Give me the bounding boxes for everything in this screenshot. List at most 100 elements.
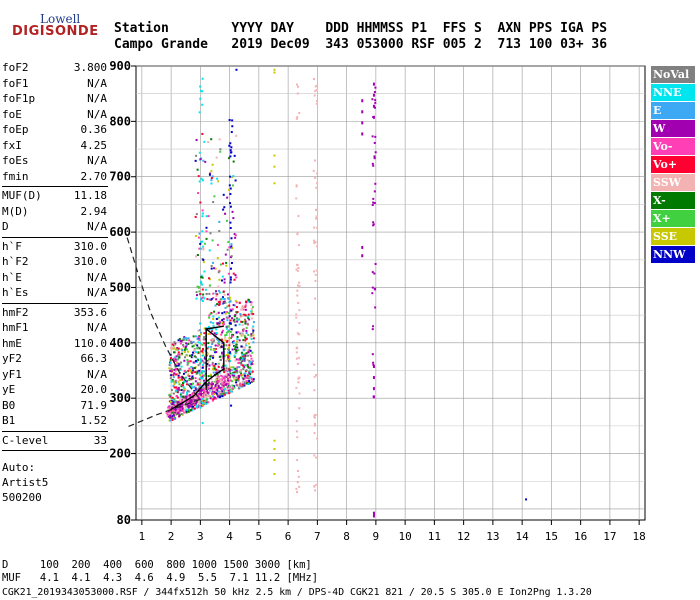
echo-point <box>189 405 192 408</box>
track-point <box>373 141 376 144</box>
echo-point <box>240 308 243 311</box>
echo-point <box>214 351 217 354</box>
track-point <box>313 363 316 366</box>
echo-point <box>231 210 234 213</box>
echo-point <box>222 362 225 365</box>
echo-point <box>191 375 194 378</box>
echo-point <box>223 371 226 374</box>
echo-point <box>190 378 193 381</box>
echo-point <box>207 386 210 389</box>
echo-point <box>223 278 226 281</box>
x-tick-label: 9 <box>373 530 380 543</box>
echo-point <box>181 407 184 410</box>
echo-point <box>205 226 208 229</box>
track-point <box>373 155 376 158</box>
echo-point <box>169 377 172 380</box>
echo-point <box>231 308 234 311</box>
echo-point <box>242 355 245 358</box>
echo-point <box>250 301 253 304</box>
param-label: foE <box>2 107 22 121</box>
echo-point <box>208 364 211 367</box>
echo-point <box>236 346 239 349</box>
echo-point <box>177 401 180 404</box>
echo-point <box>228 375 231 378</box>
echo-point <box>179 376 182 379</box>
echo-point <box>225 333 228 336</box>
echo-point <box>208 367 211 370</box>
track-point <box>201 215 204 218</box>
param-label: MUF(D) <box>2 189 42 202</box>
echo-point <box>174 381 177 384</box>
echo-point <box>218 346 221 349</box>
echo-point <box>236 338 239 341</box>
echo-point <box>235 301 238 304</box>
track-point <box>297 475 300 478</box>
echo-point <box>198 290 201 293</box>
echo-point <box>172 409 175 412</box>
echo-point <box>193 407 196 410</box>
echo-point <box>226 326 229 329</box>
echo-point <box>170 392 173 395</box>
echo-point <box>196 344 199 347</box>
track-point <box>298 407 301 410</box>
x-tick-label: 1 <box>139 530 146 543</box>
echo-point <box>191 383 194 386</box>
echo-point <box>194 387 197 390</box>
echo-point <box>222 320 225 323</box>
echo-point <box>185 342 188 345</box>
echo-point <box>201 343 204 346</box>
echo-point <box>228 337 231 340</box>
track-point <box>371 328 374 331</box>
echo-point <box>226 248 229 251</box>
echo-point <box>211 330 214 333</box>
echo-point <box>209 348 212 351</box>
echo-point <box>194 402 197 405</box>
echo-point <box>173 347 176 350</box>
echo-point <box>224 312 227 315</box>
echo-point <box>193 404 196 407</box>
echo-point <box>176 402 179 405</box>
echo-point <box>216 322 219 325</box>
echo-point <box>248 382 251 385</box>
echo-point <box>240 314 243 317</box>
track-point <box>229 281 232 284</box>
echo-point <box>179 393 182 396</box>
echo-point <box>206 359 209 362</box>
echo-point <box>234 352 237 355</box>
track-point <box>295 420 298 423</box>
echo-point <box>194 371 197 374</box>
echo-point <box>197 236 200 239</box>
echo-point <box>238 386 241 389</box>
echo-point <box>209 232 212 235</box>
echo-point <box>197 383 200 386</box>
track-point <box>198 111 201 114</box>
echo-point <box>196 371 199 374</box>
echo-point <box>213 195 216 198</box>
echo-point <box>230 389 233 392</box>
echo-point <box>252 329 255 332</box>
echo-point <box>206 385 209 388</box>
track-point <box>314 90 317 93</box>
param-label: M(D) <box>2 204 29 218</box>
track-point <box>228 315 231 318</box>
echo-point <box>238 376 241 379</box>
track-point <box>314 217 317 220</box>
echo-point <box>210 182 213 185</box>
param-value: 33 <box>93 433 107 447</box>
echo-point <box>240 359 243 362</box>
echo-point <box>217 386 220 389</box>
echo-point <box>218 278 221 281</box>
x-tick-label: 6 <box>285 530 292 543</box>
param-separator <box>2 302 108 304</box>
echo-point <box>187 405 190 408</box>
echo-point <box>181 409 184 412</box>
echo-point <box>169 407 172 410</box>
echo-point <box>171 416 174 419</box>
echo-point <box>179 400 182 403</box>
echo-point <box>210 170 213 173</box>
track-point <box>229 175 232 178</box>
track-point <box>372 197 375 200</box>
echo-point <box>219 379 222 382</box>
track-point <box>316 245 319 248</box>
echo-point <box>220 345 223 348</box>
